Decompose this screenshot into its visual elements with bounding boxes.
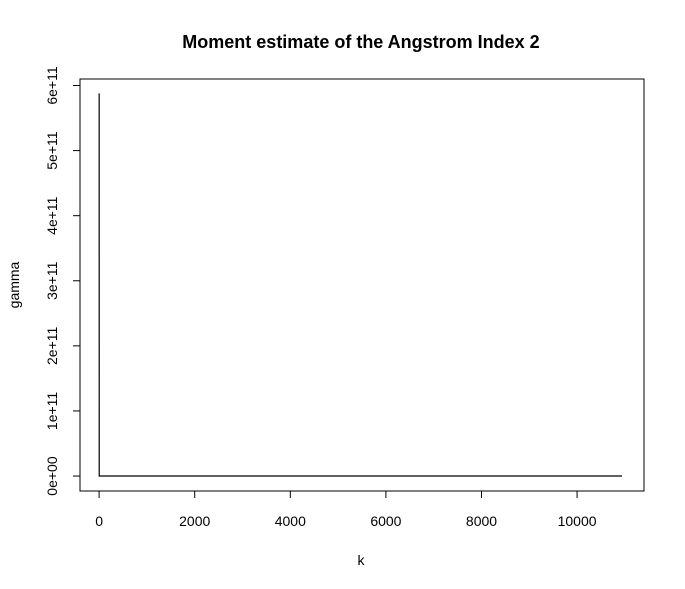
- y-tick-label: 4e+11: [44, 196, 60, 234]
- y-tick-label: 0e+00: [44, 456, 60, 496]
- y-tick-label: 2e+11: [44, 327, 60, 365]
- series-line-gamma: [98, 93, 623, 477]
- plot-frame: [79, 78, 645, 492]
- x-tick-label: 10000: [558, 513, 597, 529]
- chart-title: Moment estimate of the Angstrom Index 2: [182, 32, 539, 52]
- x-tick-label: 4000: [275, 513, 306, 529]
- y-tick-label: 6e+11: [44, 66, 60, 104]
- y-tick-label: 3e+11: [44, 261, 60, 299]
- x-tick-label: 6000: [370, 513, 401, 529]
- x-tick-label: 0: [95, 513, 103, 529]
- x-axis-title: k: [358, 552, 366, 568]
- series-layer: [98, 93, 623, 477]
- y-tick-label: 5e+11: [44, 131, 60, 169]
- y-tick-label: 1e+11: [44, 392, 60, 430]
- x-tick-label: 8000: [466, 513, 497, 529]
- x-axis: 0 2000 4000 6000 8000 10000: [95, 490, 597, 529]
- x-tick-label: 2000: [179, 513, 210, 529]
- y-axis-title: gamma: [6, 261, 22, 308]
- y-axis: 0e+00 1e+11 2e+11 3e+11 4e+11 5e+11 6e+11: [44, 66, 81, 496]
